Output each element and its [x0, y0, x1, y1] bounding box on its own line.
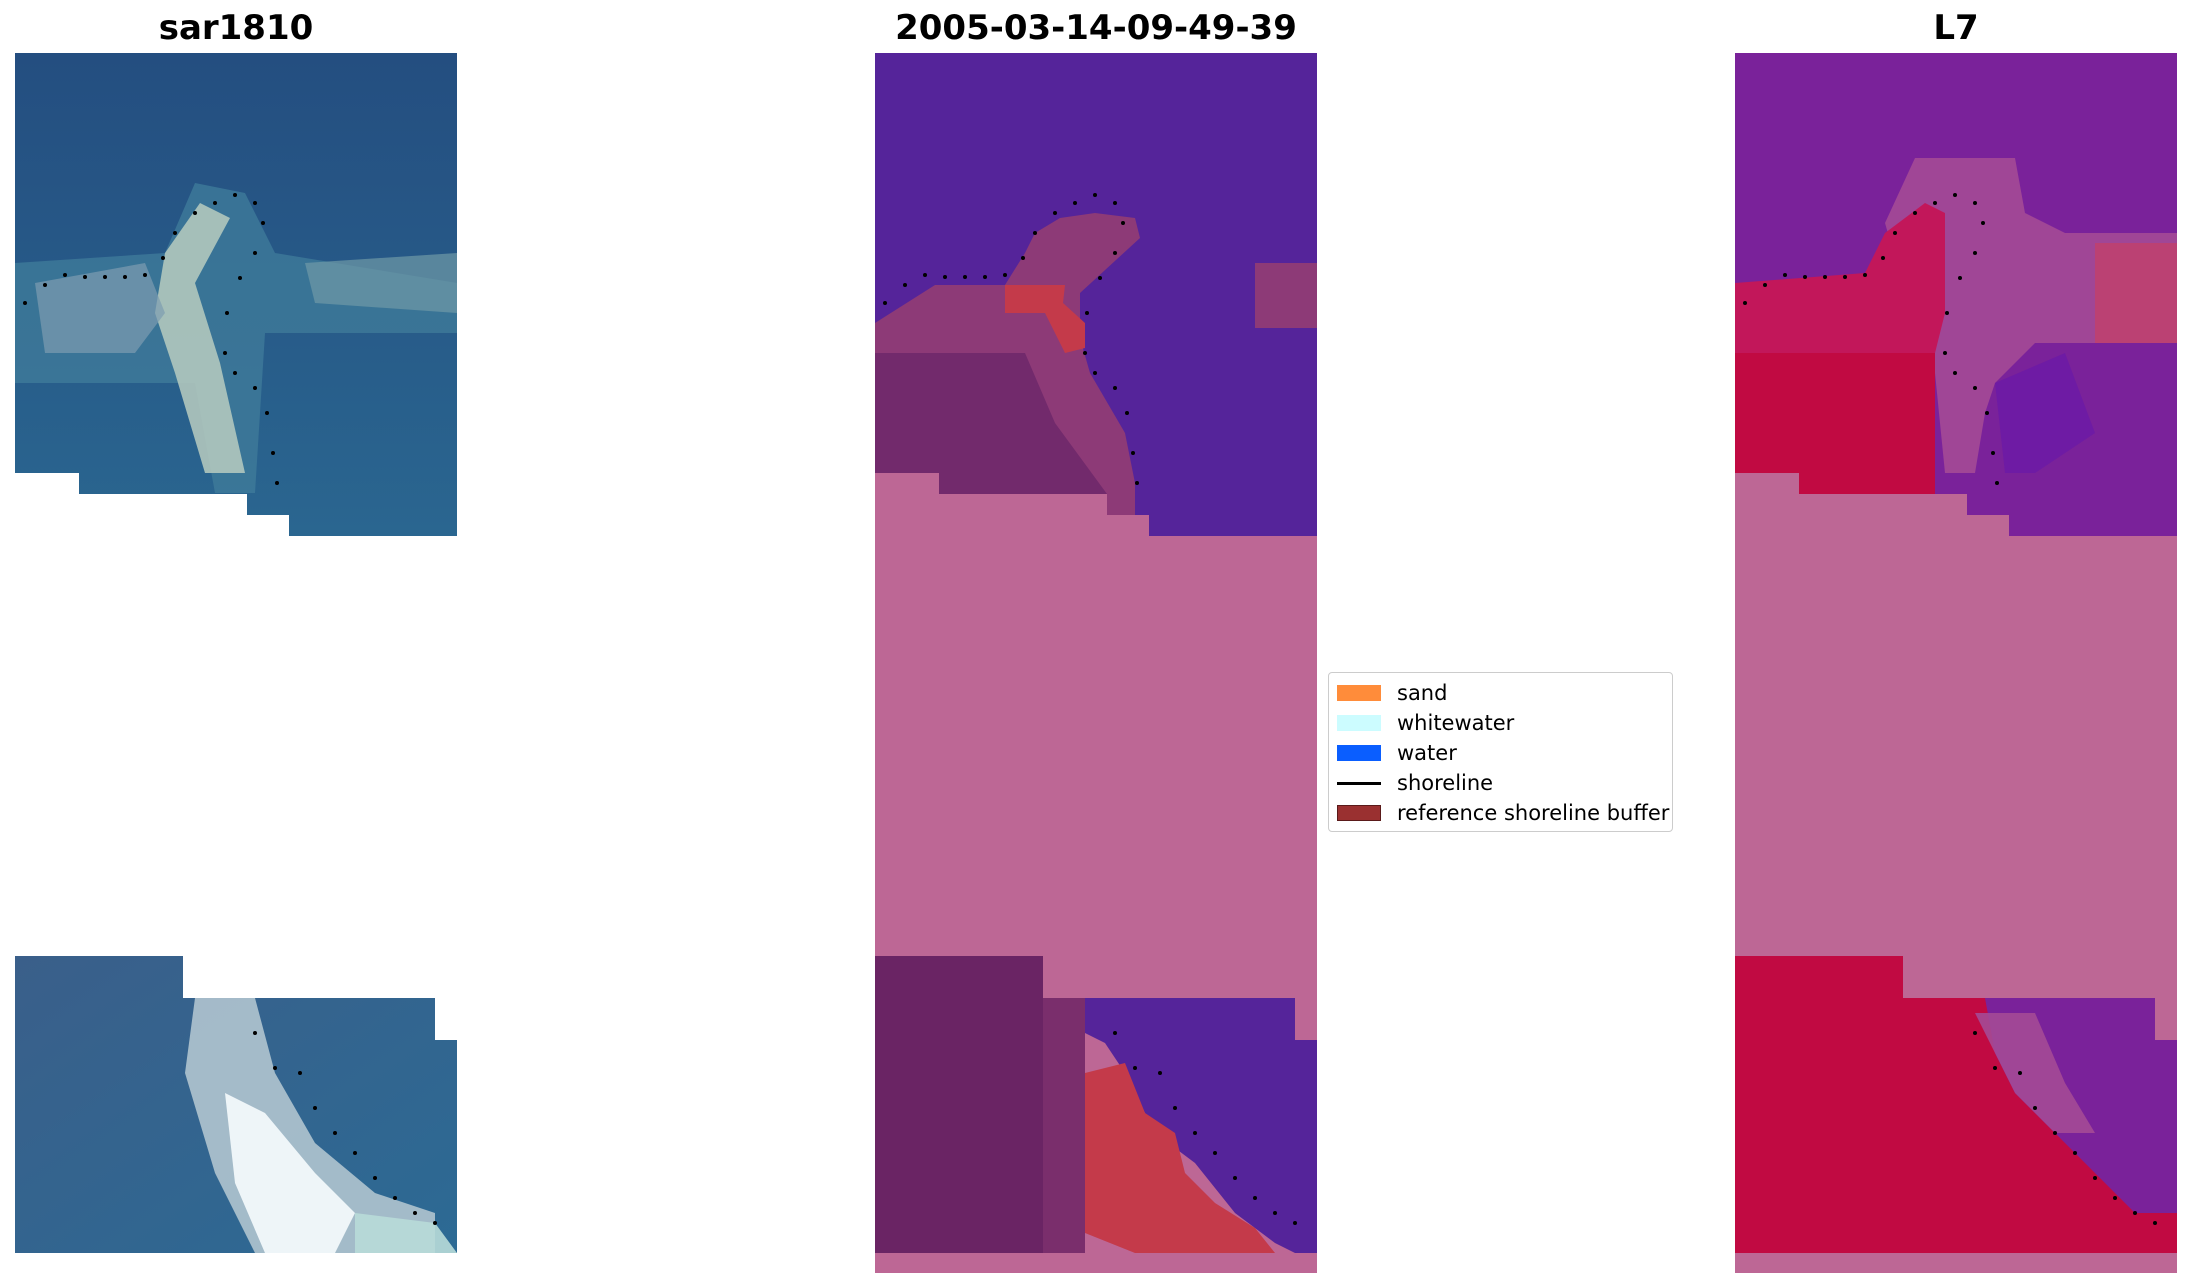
index-image-panel	[1735, 53, 2177, 1273]
shoreline-dots-rgb	[23, 193, 437, 1225]
legend: sand whitewater water shoreline referenc…	[1328, 672, 1673, 832]
legend-label-whitewater: whitewater	[1397, 711, 1515, 735]
shoreline-line-swatch	[1337, 781, 1381, 785]
classified-image-panel	[875, 53, 1317, 1273]
legend-item-sand: sand	[1337, 678, 1447, 708]
legend-item-whitewater: whitewater	[1337, 708, 1514, 738]
water-swatch	[1337, 745, 1381, 761]
legend-label-reference-buffer: reference shoreline buffer	[1397, 801, 1670, 825]
rgb-image	[15, 53, 457, 1253]
legend-label-sand: sand	[1397, 681, 1448, 705]
whitewater-swatch	[1337, 715, 1381, 731]
panel-title-rgb: sar1810	[158, 8, 314, 48]
panel-title-classified: 2005-03-14-09-49-39	[895, 8, 1297, 48]
legend-item-water: water	[1337, 738, 1457, 768]
legend-item-shoreline: shoreline	[1337, 768, 1493, 798]
panel-title-index: L7	[1933, 8, 1979, 48]
legend-label-water: water	[1397, 741, 1457, 765]
shoreline-dots-classified	[883, 193, 1297, 1225]
legend-item-reference-buffer: reference shoreline buffer	[1337, 798, 1669, 828]
index-image	[1735, 53, 2177, 1273]
shoreline-dots-index	[1743, 193, 2157, 1225]
legend-label-shoreline: shoreline	[1397, 771, 1494, 795]
reference-buffer-swatch	[1337, 805, 1381, 821]
classified-image	[875, 53, 1317, 1273]
sand-swatch	[1337, 685, 1381, 701]
rgb-image-panel	[15, 53, 457, 1273]
